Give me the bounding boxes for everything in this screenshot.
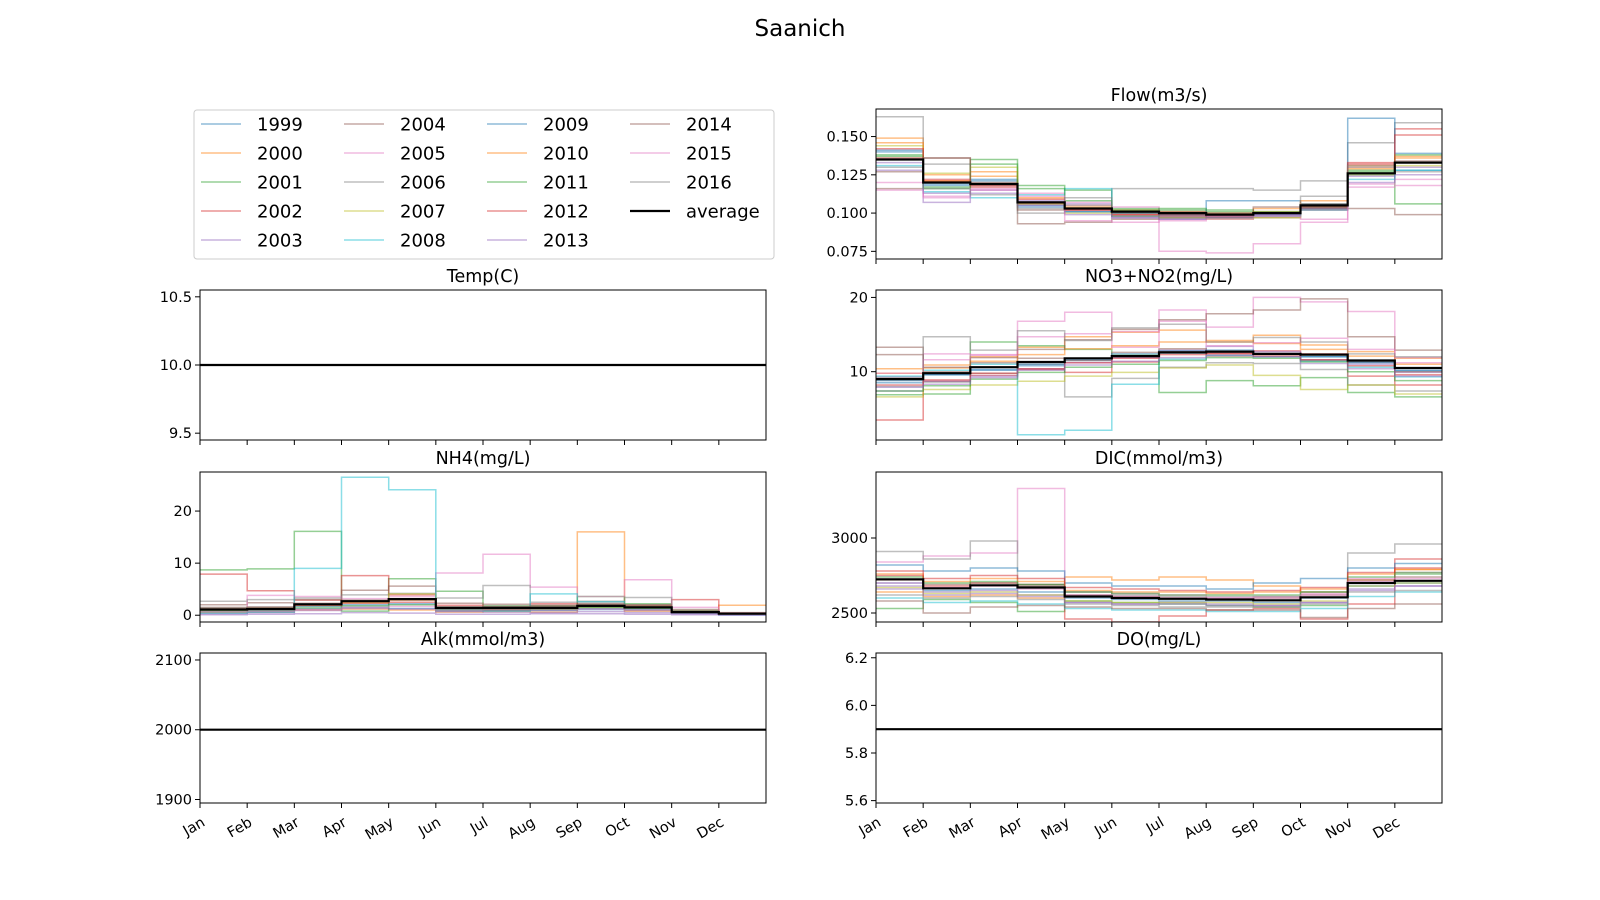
x-tick-label: Jun: [1091, 815, 1119, 841]
x-tick-label: Nov: [647, 814, 680, 842]
legend-label-2012: 2012: [543, 202, 589, 223]
legend-label-2000: 2000: [257, 144, 303, 165]
y-tick-label: 2000: [155, 723, 192, 739]
average-line: [876, 578, 1442, 602]
x-tick-label: Jan: [180, 815, 208, 841]
panel-nh4-mg-l: NH4(mg/L) 0 10 20: [174, 449, 767, 627]
legend-label-2002: 2002: [257, 202, 303, 223]
legend-label-2003: 2003: [257, 231, 303, 252]
legend-label-2011: 2011: [543, 173, 589, 194]
y-tick-label: 10: [850, 365, 868, 381]
y-tick-label: 0: [183, 608, 192, 624]
y-tick-label: 6.2: [845, 651, 868, 667]
legend: 1999 2000 2001 2002 2003 2004 2005 2006 2007 2008…: [193, 109, 775, 260]
legend-label-2007: 2007: [400, 202, 446, 223]
average-line: [876, 350, 1442, 381]
series-line-2013: [200, 611, 766, 616]
y-tick-label: 10.5: [160, 290, 192, 306]
x-tick-label: Oct: [1279, 814, 1309, 841]
legend-label-2014: 2014: [686, 115, 732, 136]
x-tick-label: Oct: [603, 814, 633, 841]
panel-do-mg-l: DO(mg/L) 5.6 5.8 6.0 6.2 Jan Feb Mar Apr May Jun Ju…: [845, 630, 1443, 843]
legend-label-2013: 2013: [543, 231, 589, 252]
y-tick-label: 0.125: [826, 168, 868, 184]
panel-flow-m3-s: Flow(m3/s) 0.075 0.100 0.125 0.150: [826, 86, 1443, 264]
y-tick-label: 0.100: [826, 206, 868, 222]
x-tick-label: Jul: [467, 815, 491, 838]
x-tick-label: Sep: [1230, 815, 1262, 843]
x-tick-label: Dec: [695, 815, 727, 843]
legend-label-2016: 2016: [686, 173, 732, 194]
panel-no3-no2-mg-l: NO3+NO2(mg/L) 10 20: [850, 267, 1443, 445]
panel-temp-c: Temp(C) 9.5 10.0 10.5: [160, 267, 767, 445]
legend-label-2010: 2010: [543, 144, 589, 165]
x-tick-label: Mar: [947, 815, 979, 843]
plot-frame: [199, 652, 767, 804]
plot-lines-flow-m3-s: [876, 115, 1442, 254]
y-tick-label: 1900: [155, 793, 192, 809]
average-line: [876, 158, 1442, 216]
average-line: [200, 598, 766, 615]
panel-title: NO3+NO2(mg/L): [1085, 267, 1233, 287]
y-tick-label: 2100: [155, 653, 192, 669]
y-tick-label: 0.150: [826, 130, 868, 146]
plot-lines-dic-mmol-m3: [876, 487, 1442, 622]
plot-lines-nh4-mg-l: [200, 476, 766, 616]
x-tick-label: May: [1039, 814, 1073, 843]
panel-title: NH4(mg/L): [436, 449, 531, 469]
panel-title: DO(mg/L): [1117, 630, 1202, 650]
x-tick-label: Apr: [320, 815, 350, 841]
figure-title: Saanich: [755, 16, 846, 42]
y-tick-label: 3000: [831, 531, 868, 547]
y-tick-label: 6.0: [845, 698, 868, 714]
x-tick-label: Feb: [901, 815, 931, 842]
panel-title: Flow(m3/s): [1111, 86, 1208, 106]
y-tick-label: 20: [850, 290, 868, 306]
x-tick-label: Dec: [1371, 815, 1403, 843]
y-tick-label: 5.8: [845, 746, 868, 762]
x-tick-label: Apr: [996, 815, 1026, 841]
series-line-2016: [876, 323, 1442, 379]
y-tick-label: 2500: [831, 606, 868, 622]
legend-box: [193, 109, 775, 260]
x-tick-label: Jan: [856, 815, 884, 841]
legend-label-2001: 2001: [257, 173, 303, 194]
y-tick-label: 5.6: [845, 794, 868, 810]
panel-dic-mmol-m3: DIC(mmol/m3) 2500 3000: [831, 449, 1443, 627]
legend-label-average: average: [686, 202, 760, 223]
x-tick-label: Mar: [271, 815, 303, 843]
panel-title: Temp(C): [446, 267, 520, 287]
legend-label-2006: 2006: [400, 173, 446, 194]
legend-label-2004: 2004: [400, 115, 446, 136]
y-tick-label: 9.5: [169, 426, 192, 442]
x-tick-label: Jun: [415, 815, 443, 841]
plot-lines-no3-no2-mg-l: [876, 296, 1442, 436]
legend-label-2008: 2008: [400, 231, 446, 252]
panel-title: DIC(mmol/m3): [1095, 449, 1223, 469]
panel-title: Alk(mmol/m3): [421, 630, 545, 650]
legend-label-1999: 1999: [257, 115, 303, 136]
x-tick-label: Nov: [1323, 814, 1356, 842]
legend-label-2015: 2015: [686, 144, 732, 165]
panel-alk-mmol-m3: Alk(mmol/m3) 1900 2000 2100 Jan Feb Mar Apr May J…: [155, 630, 767, 843]
series-line-2013: [876, 354, 1442, 389]
series-line-2014: [876, 600, 1442, 619]
y-tick-label: 10: [174, 556, 192, 572]
x-tick-label: Sep: [554, 815, 586, 843]
x-tick-label: Feb: [225, 815, 255, 842]
plot-frame: [875, 652, 1443, 804]
x-tick-label: May: [363, 814, 397, 843]
y-tick-label: 0.075: [826, 244, 868, 260]
x-tick-label: Aug: [506, 815, 539, 843]
series-line-2015: [876, 320, 1442, 374]
legend-label-2005: 2005: [400, 144, 446, 165]
legend-label-2009: 2009: [543, 115, 589, 136]
y-tick-label: 20: [174, 504, 192, 520]
x-tick-label: Aug: [1182, 815, 1215, 843]
chart-panels: Flow(m3/s) 0.075 0.100 0.125 0.150 Temp(C) 9.5…: [155, 86, 1443, 843]
y-tick-label: 10.0: [160, 358, 192, 374]
x-tick-label: Jul: [1143, 815, 1167, 838]
